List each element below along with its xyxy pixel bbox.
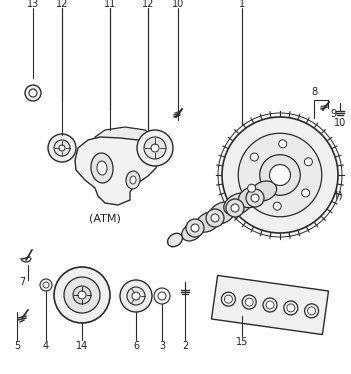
Circle shape (211, 214, 219, 222)
Text: 15: 15 (236, 337, 248, 347)
Circle shape (246, 189, 264, 207)
Polygon shape (95, 127, 162, 160)
Text: 10: 10 (172, 0, 184, 9)
Polygon shape (212, 275, 329, 335)
Ellipse shape (182, 223, 202, 241)
Circle shape (260, 155, 300, 195)
Circle shape (231, 204, 239, 212)
Circle shape (279, 140, 287, 148)
Circle shape (251, 194, 259, 202)
Text: 14: 14 (76, 341, 88, 351)
Circle shape (43, 282, 49, 288)
Circle shape (191, 224, 199, 232)
Circle shape (266, 301, 274, 309)
Circle shape (206, 209, 224, 227)
Circle shape (245, 298, 253, 306)
Circle shape (270, 165, 290, 186)
Circle shape (154, 288, 170, 304)
Circle shape (247, 184, 256, 192)
Circle shape (132, 292, 140, 300)
Text: 9: 9 (330, 109, 336, 119)
Circle shape (54, 267, 110, 323)
Circle shape (120, 280, 152, 312)
Text: 10: 10 (334, 118, 346, 128)
Ellipse shape (97, 161, 107, 175)
Text: 5: 5 (14, 341, 20, 351)
Circle shape (59, 145, 65, 151)
Ellipse shape (224, 193, 252, 215)
Circle shape (224, 295, 232, 303)
Text: 4: 4 (43, 341, 49, 351)
Polygon shape (75, 137, 158, 205)
Circle shape (127, 287, 145, 305)
Circle shape (158, 292, 166, 300)
Circle shape (238, 133, 322, 217)
Ellipse shape (167, 233, 183, 247)
Circle shape (304, 158, 312, 166)
Ellipse shape (209, 202, 235, 224)
Circle shape (151, 144, 159, 152)
Text: (MTM): (MTM) (307, 190, 342, 200)
Circle shape (222, 117, 338, 233)
Text: 3: 3 (159, 341, 165, 351)
Text: 2: 2 (182, 341, 188, 351)
Ellipse shape (196, 212, 220, 232)
Circle shape (302, 189, 310, 197)
Text: 6: 6 (133, 341, 139, 351)
Circle shape (250, 153, 258, 161)
Circle shape (137, 130, 173, 166)
Text: (ATM): (ATM) (89, 213, 121, 223)
Circle shape (64, 277, 100, 313)
Circle shape (48, 134, 76, 162)
Ellipse shape (238, 186, 265, 208)
Circle shape (144, 137, 166, 159)
Circle shape (78, 291, 86, 299)
Ellipse shape (251, 181, 277, 201)
Circle shape (25, 85, 41, 101)
Text: 8: 8 (311, 87, 317, 97)
Circle shape (226, 199, 244, 217)
Circle shape (40, 279, 52, 291)
Text: 11: 11 (104, 0, 116, 9)
Circle shape (54, 140, 70, 156)
Circle shape (29, 89, 37, 97)
Text: 12: 12 (142, 0, 154, 9)
Circle shape (73, 286, 91, 304)
Circle shape (186, 219, 204, 237)
Text: 1: 1 (239, 0, 245, 9)
Ellipse shape (126, 171, 140, 189)
Circle shape (307, 307, 316, 315)
Ellipse shape (91, 153, 113, 183)
Circle shape (218, 113, 342, 237)
Circle shape (287, 304, 295, 312)
Text: 12: 12 (56, 0, 68, 9)
Text: 7: 7 (19, 277, 25, 287)
Text: 13: 13 (27, 0, 39, 9)
Ellipse shape (130, 176, 136, 184)
Circle shape (273, 202, 281, 210)
